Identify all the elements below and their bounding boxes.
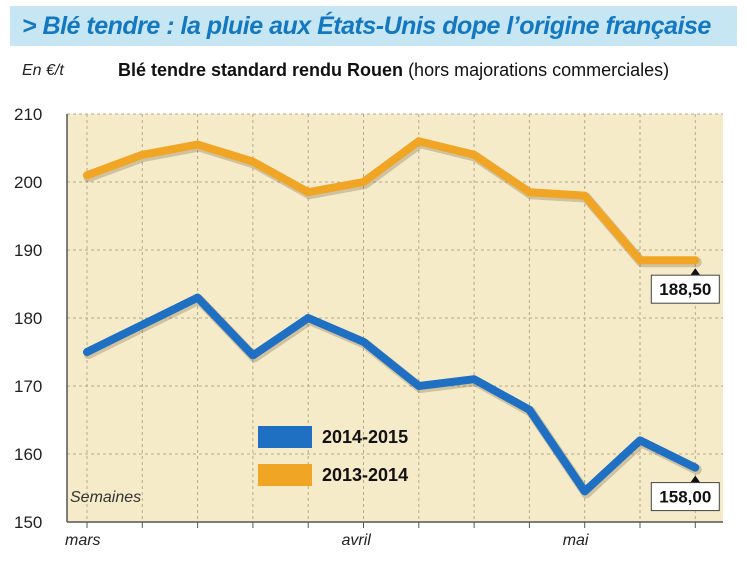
y-tick-label: 150	[14, 513, 42, 532]
end-value-labels: 158,00 188,50	[650, 268, 720, 512]
x-tick-label: mai	[563, 532, 589, 549]
series-line	[83, 293, 700, 496]
legend-label: 2013-2014	[322, 465, 408, 485]
subtitle-main: Blé tendre standard rendu Rouen	[118, 60, 404, 80]
end-label-pointer	[690, 475, 701, 483]
legend-swatch	[258, 426, 312, 448]
legend-swatch	[258, 464, 312, 486]
x-tick-label: avril	[342, 532, 372, 549]
title-banner: > Blé tendre : la pluie aux États-Unis d…	[10, 6, 737, 46]
y-tick-label: 200	[14, 173, 42, 192]
end-label-box	[650, 482, 720, 512]
end-value-label: 188,50	[659, 280, 711, 299]
y-tick-label: 180	[14, 309, 42, 328]
y-tick-label: 190	[14, 241, 42, 260]
legend-label: 2014-2015	[322, 427, 408, 447]
y-tick-label: 160	[14, 445, 42, 464]
unit-label: En €/t	[22, 62, 64, 79]
subtitle-note: (hors majorations commerciales)	[408, 60, 670, 80]
y-tick-label: 170	[14, 377, 42, 396]
y-tick-label: 210	[14, 105, 42, 124]
axes: 150 160 170 180 190 200 210 mars avril mai	[14, 105, 723, 549]
end-label-box	[650, 274, 720, 304]
banner-title: > Blé tendre : la pluie aux États-Unis d…	[22, 12, 711, 40]
x-tick-label: mars	[65, 532, 101, 549]
chart-subtitle: Blé tendre standard rendu Rouen (hors ma…	[118, 60, 669, 81]
legend: 2014-2015 2013-2014	[258, 426, 408, 486]
end-value-label: 158,00	[659, 488, 711, 507]
series-lines	[83, 137, 702, 499]
x-axis-title: Semaines	[70, 489, 141, 506]
end-label-pointer	[690, 268, 701, 276]
series-line	[83, 137, 700, 265]
